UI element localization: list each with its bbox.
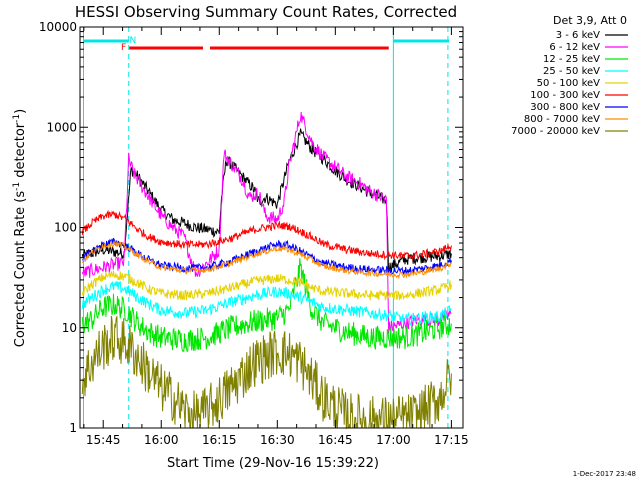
legend-entry-label-0: 3 - 6 keV (556, 30, 600, 41)
y-tick-label-1: 10 (62, 321, 77, 335)
legend-entry-label-6: 300 - 800 keV (530, 102, 600, 113)
chart-title: HESSI Observing Summary Count Rates, Cor… (75, 3, 457, 21)
series-lines (81, 111, 452, 430)
series-line-3 (81, 280, 452, 326)
legend-entry-label-3: 25 - 50 keV (543, 66, 600, 77)
x-tick-label-2: 16:15 (202, 433, 237, 447)
y-label-suffix: ) (13, 109, 28, 114)
x-tick-label-3: 16:30 (260, 433, 295, 447)
x-tick-label-5: 17:00 (376, 433, 411, 447)
series-line-5 (81, 209, 452, 262)
legend-title: Det 3,9, Att 0 (553, 14, 627, 27)
y-tick-label-3: 1000 (46, 120, 77, 134)
series-line-8 (81, 315, 452, 430)
series-line-6 (82, 237, 452, 276)
flare-flag-label: F (121, 43, 126, 53)
y-axis-label: Corrected Count Rate (s-1 detector-1) (12, 109, 28, 347)
series-line-0 (81, 128, 452, 275)
legend-entry-label-5: 100 - 300 keV (530, 90, 600, 101)
plot-area: 15:45 16:00 16:15 16:30 16:45 17:00 17:15 1101… (39, 20, 469, 447)
series-line-7 (82, 240, 452, 280)
y-axis-tick-labels: 1 10 100 1000 10000 (39, 20, 77, 435)
x-axis-tick-labels: 15:45 16:00 16:15 16:30 16:45 17:00 17:15 (86, 433, 469, 447)
x-tick-label-4: 16:45 (318, 433, 353, 447)
x-tick-label-1: 16:00 (144, 433, 179, 447)
y-label-sup-1: -1 (12, 182, 22, 191)
axis-ticks (80, 26, 463, 429)
series-line-4 (81, 270, 452, 301)
y-label-mid: detector (13, 122, 28, 182)
legend-entry-label-8: 7000 - 20000 keV (511, 126, 600, 137)
y-tick-label-0: 1 (69, 421, 77, 435)
series-line-2 (81, 257, 452, 353)
y-label-prefix: Corrected Count Rate (s (13, 191, 28, 348)
legend-entry-label-7: 800 - 7000 keV (524, 114, 600, 125)
night-flag-label: N (130, 36, 137, 46)
legend-entry-label-1: 6 - 12 keV (549, 42, 600, 53)
legend-entry-label-2: 12 - 25 keV (543, 54, 600, 65)
y-tick-label-2: 100 (54, 221, 77, 235)
x-tick-label-6: 17:15 (434, 433, 469, 447)
x-tick-label-0: 15:45 (86, 433, 121, 447)
legend-entry-label-4: 50 - 100 keV (537, 78, 601, 89)
y-label-sup-2: -1 (12, 114, 22, 123)
y-tick-label-4: 10000 (39, 20, 77, 34)
plot-date-stamp: 1-Dec-2017 23:48 (573, 470, 636, 478)
x-axis-label: Start Time (29-Nov-16 15:39:22) (167, 456, 379, 471)
